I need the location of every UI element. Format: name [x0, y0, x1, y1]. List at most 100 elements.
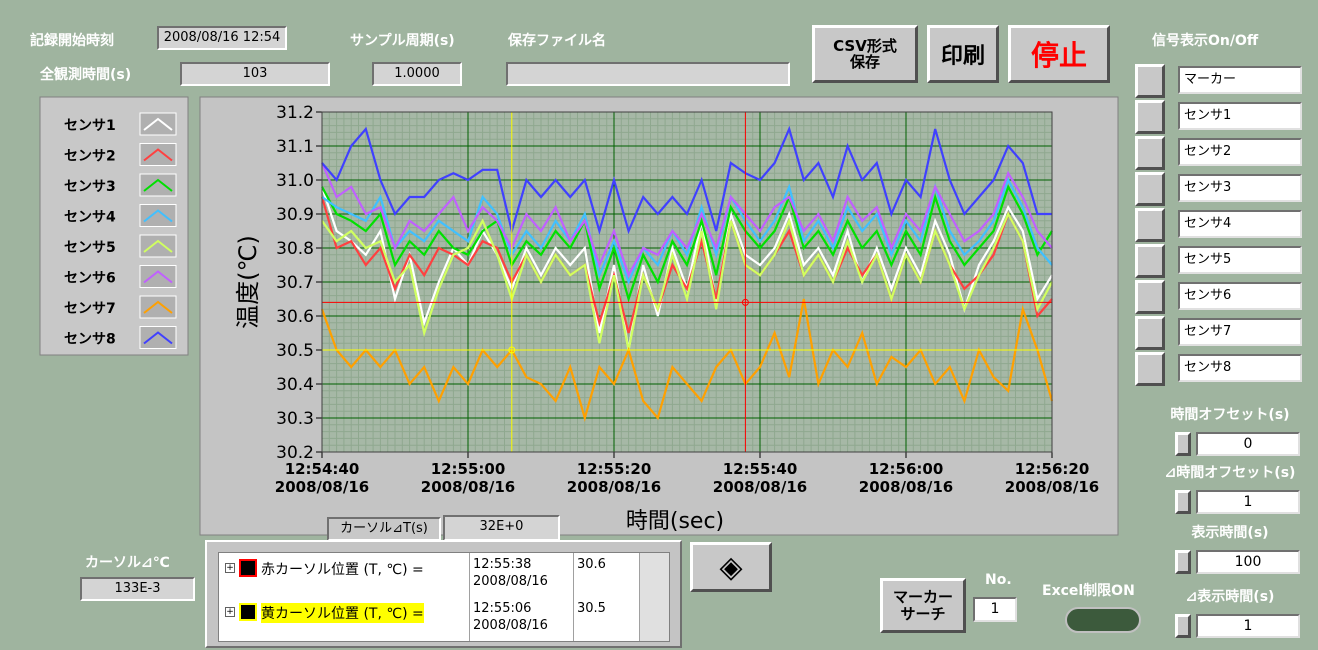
y-tick-label: 30.5: [276, 341, 314, 361]
spinner[interactable]: [1175, 432, 1191, 456]
y-tick-label: 30.2: [276, 443, 314, 463]
cursor-date: 2008/08/16: [473, 618, 548, 633]
start-value: 2008/08/16 12:54: [157, 26, 287, 50]
expand-icon[interactable]: +: [225, 563, 235, 573]
setting-value: 100: [1196, 550, 1300, 574]
signal-name: センサ7: [1178, 318, 1302, 346]
legend-swatch-box: [139, 112, 177, 136]
x-axis-label: 時間(sec): [626, 509, 724, 534]
legend-label: センサ7: [64, 301, 116, 317]
cursor-date: 2008/08/16: [473, 574, 548, 589]
legend-swatch-box: [139, 295, 177, 319]
series-line: [321, 211, 1053, 351]
signal-toggle[interactable]: [1135, 352, 1165, 386]
table-divider: [469, 553, 470, 641]
table-divider: [573, 553, 574, 641]
legend-swatch: [143, 209, 173, 223]
legend-swatch: [143, 300, 173, 314]
total-label: 全観測時間(s): [40, 67, 132, 83]
cursor-icon: [239, 559, 257, 577]
x-tick-date: 2008/08/16: [275, 478, 369, 496]
cursor-table: + 赤カーソル位置 (T, ℃) = 12:55:38 2008/08/16 30.6 +…: [218, 552, 670, 642]
excel-label: Excel制限ON: [1042, 583, 1135, 599]
cursor-dc-label: カーソル⊿℃: [85, 555, 170, 571]
y-tick-label: 30.3: [276, 409, 314, 429]
signal-title: 信号表示On/Off: [1152, 33, 1259, 49]
setting-label: 時間オフセット(s): [1170, 407, 1290, 423]
setting-label: ⊿時間オフセット(s): [1164, 465, 1296, 481]
signal-name: センサ5: [1178, 246, 1302, 274]
legend-label: センサ2: [64, 149, 116, 165]
setting-value: 0: [1196, 432, 1300, 456]
cursor-label: 赤カーソル位置 (T, ℃) =: [261, 562, 424, 578]
scrollbar[interactable]: [639, 553, 669, 641]
signal-toggle[interactable]: [1135, 136, 1165, 170]
cursor-dc-value: 133E-3: [80, 577, 195, 601]
legend-swatch: [143, 148, 173, 162]
legend-swatch-box: [139, 204, 177, 227]
cursor-point: [741, 298, 749, 306]
x-tick-label: 12:54:40: [285, 460, 360, 478]
marker-search-button[interactable]: マーカー サーチ: [880, 578, 966, 633]
period-label: サンプル周期(s): [350, 33, 455, 49]
legend-swatch-box: [139, 234, 177, 258]
cursor-label: 黄カーソル位置 (T, ℃) =: [261, 603, 424, 623]
start-label: 記録開始時刻: [30, 33, 114, 49]
signal-toggle[interactable]: [1135, 208, 1165, 242]
signal-name: センサ4: [1178, 210, 1302, 238]
total-value: 103: [180, 62, 330, 86]
expand-icon[interactable]: +: [225, 607, 235, 617]
button-label: CSV形式: [833, 37, 897, 55]
y-tick-label: 31.2: [276, 103, 314, 123]
signal-name: センサ3: [1178, 174, 1302, 202]
series-line: [320, 162, 1053, 278]
button-label: 印刷: [940, 44, 985, 69]
button-label: 保存: [849, 53, 880, 71]
x-tick-date: 2008/08/16: [1005, 478, 1099, 496]
legend-label: センサ1: [64, 118, 116, 134]
legend-swatch: [143, 239, 173, 253]
x-tick-date: 2008/08/16: [421, 478, 515, 496]
cursor-time: 12:55:06: [473, 601, 532, 616]
cursor-value: 30.6: [577, 557, 606, 572]
csv-button[interactable]: CSV形式 保存: [812, 25, 918, 83]
pan-button[interactable]: ◈: [690, 542, 772, 592]
cursor-time: 12:55:38: [473, 557, 532, 572]
legend-label: センサ5: [64, 240, 116, 256]
cursor-value: 30.5: [577, 601, 606, 616]
stop-button[interactable]: 停止: [1008, 25, 1110, 83]
excel-toggle[interactable]: [1065, 607, 1141, 633]
signal-toggle[interactable]: [1135, 244, 1165, 278]
x-tick-label: 12:56:20: [1015, 460, 1090, 478]
legend-swatch: [143, 178, 173, 192]
y-tick-label: 31.1: [276, 137, 314, 157]
signal-toggle[interactable]: [1135, 316, 1165, 350]
series-line: [321, 184, 1053, 303]
cursor-dt-value: 32E+0: [443, 515, 560, 541]
x-tick-date: 2008/08/16: [859, 478, 953, 496]
print-button[interactable]: 印刷: [927, 25, 999, 83]
x-tick-date: 2008/08/16: [713, 478, 807, 496]
spinner[interactable]: [1175, 550, 1191, 574]
signal-name: センサ6: [1178, 282, 1302, 310]
legend-swatch: [143, 117, 173, 131]
signal-toggle[interactable]: [1135, 280, 1165, 314]
x-tick-date: 2008/08/16: [567, 478, 661, 496]
y-axis-label: 温度(℃): [234, 235, 262, 329]
setting-value: 1: [1196, 614, 1300, 638]
file-label: 保存ファイル名: [508, 33, 606, 49]
signal-toggle[interactable]: [1135, 172, 1165, 206]
cursor-icon: [239, 603, 257, 621]
legend-swatch-box: [139, 143, 177, 166]
x-tick-label: 12:55:20: [577, 460, 652, 478]
spinner[interactable]: [1175, 490, 1191, 514]
series-line: [320, 298, 1054, 422]
legend-label: センサ8: [64, 332, 116, 348]
signal-toggle[interactable]: [1135, 100, 1165, 134]
legend-swatch: [143, 331, 173, 345]
signal-name: センサ8: [1178, 354, 1302, 382]
legend-label: センサ3: [64, 179, 116, 195]
spinner[interactable]: [1175, 614, 1191, 638]
signal-toggle[interactable]: [1135, 64, 1165, 98]
